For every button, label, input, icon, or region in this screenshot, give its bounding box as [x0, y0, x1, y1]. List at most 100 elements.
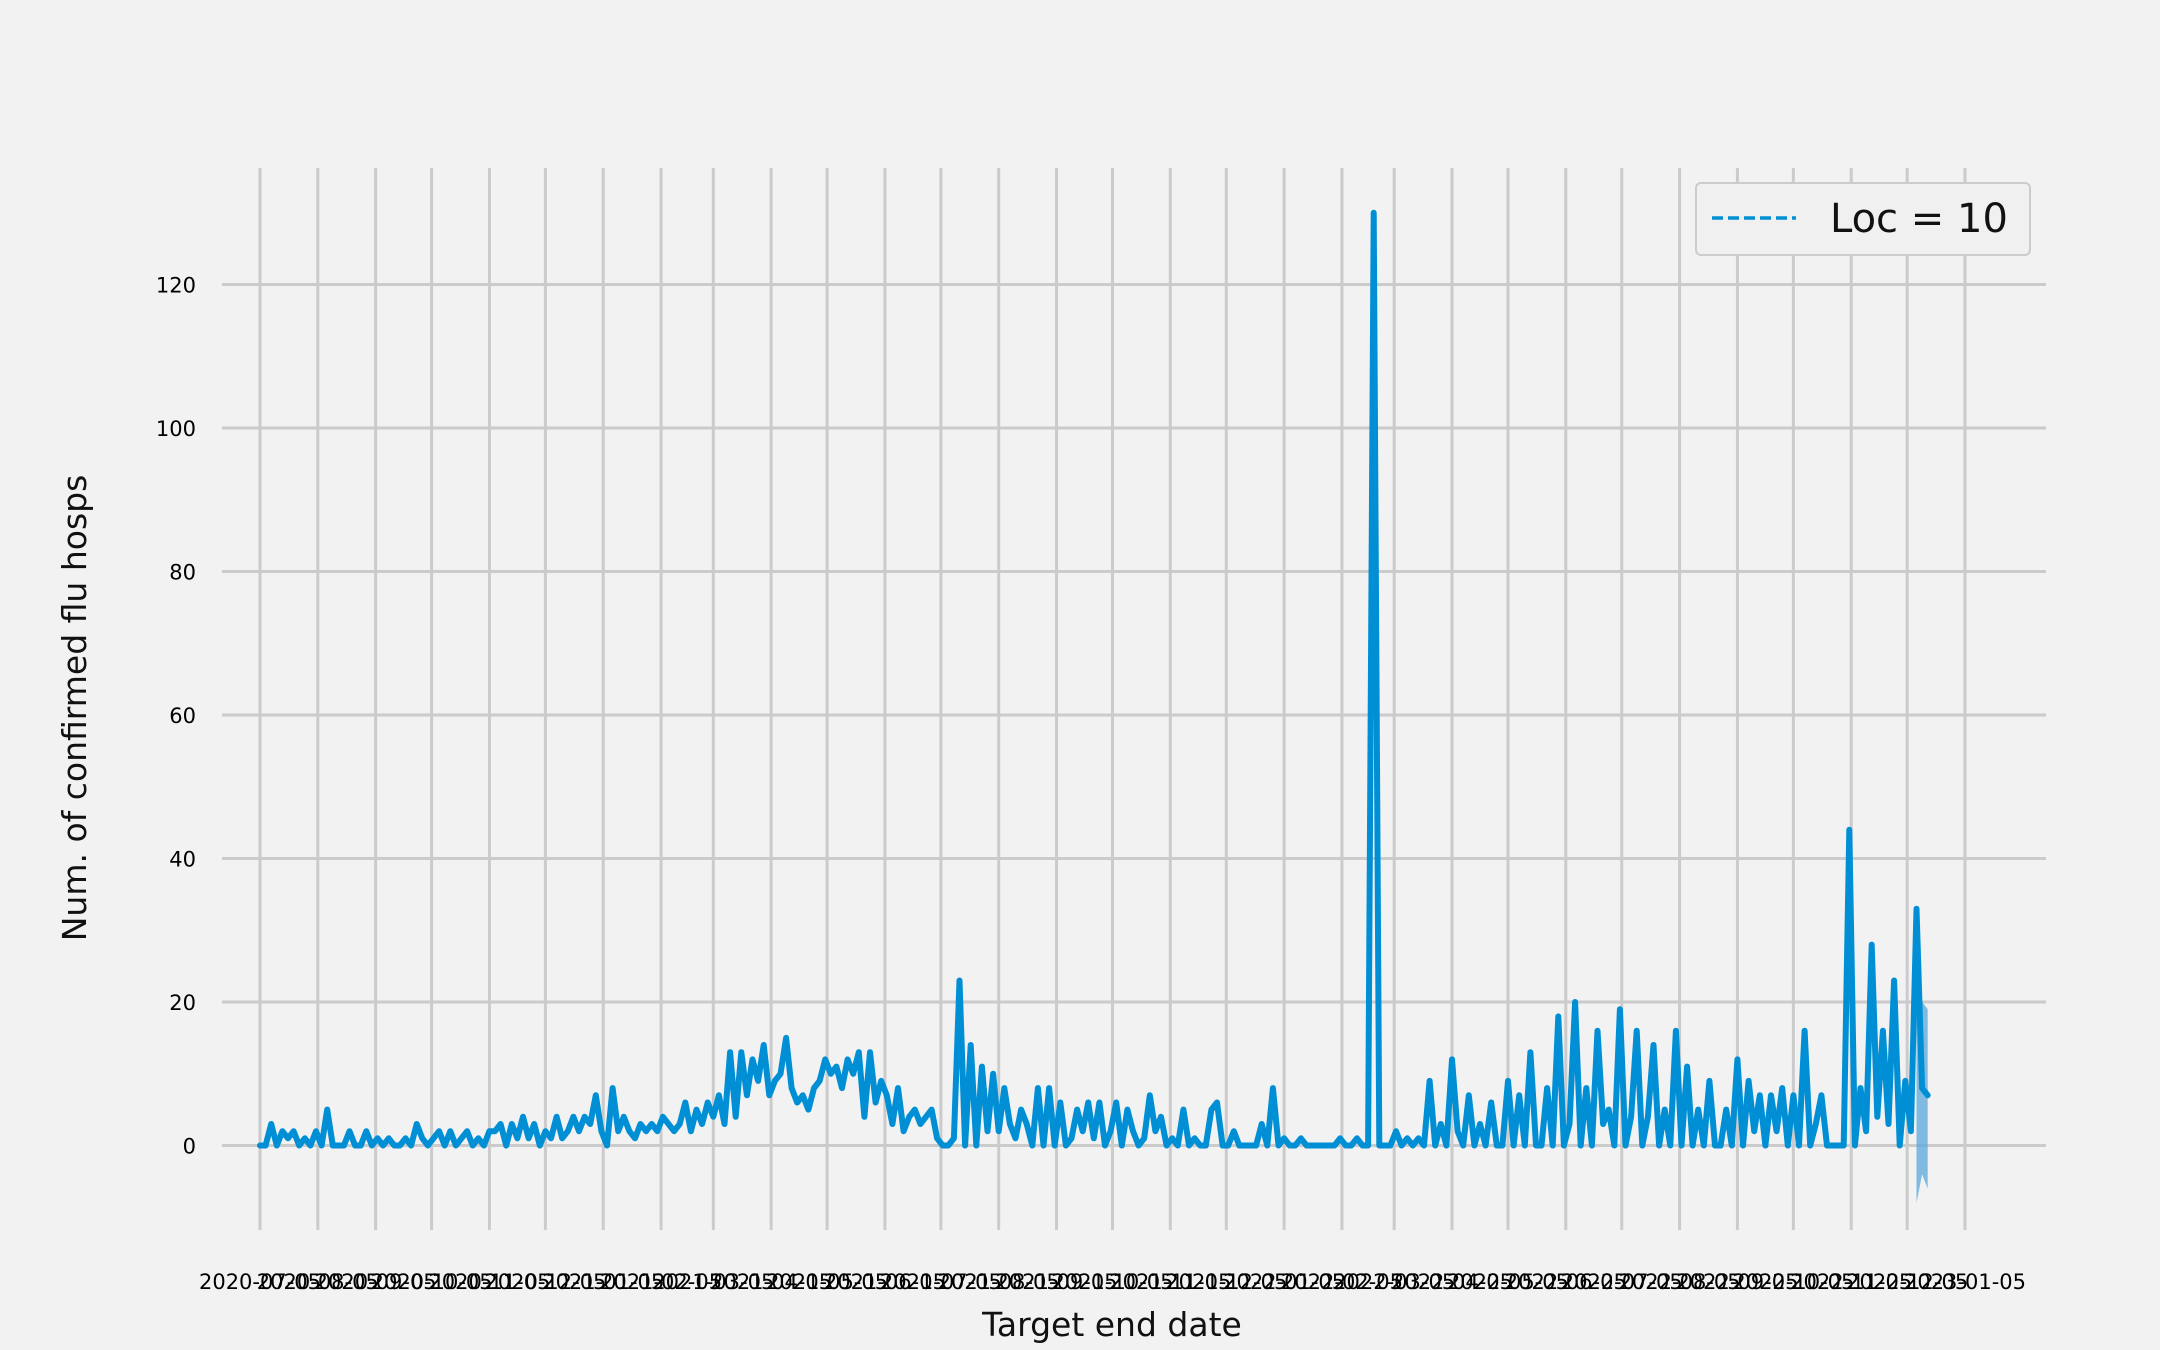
data-point [1579, 1144, 1583, 1147]
data-point [1355, 1136, 1359, 1140]
data-point [577, 1129, 581, 1133]
x-tick-label: 2021-06-05 [824, 1270, 946, 1294]
data-point [280, 1129, 284, 1133]
data-point [605, 1144, 609, 1147]
x-tick-label: 2021-07-05 [880, 1270, 1002, 1294]
data-point [1724, 1108, 1728, 1112]
data-point [745, 1093, 749, 1097]
data-point [930, 1108, 934, 1112]
data-point [1226, 1144, 1230, 1147]
x-tick-label: 2022-05-05 [1447, 1270, 1569, 1294]
data-point [739, 1050, 743, 1054]
data-point [292, 1129, 296, 1133]
x-tick-label: 2021-02-05 [600, 1270, 722, 1294]
data-point [784, 1036, 788, 1040]
data-point [1551, 1144, 1555, 1147]
data-point [667, 1122, 670, 1126]
data-point [543, 1129, 547, 1133]
legend-box [1695, 182, 2031, 256]
data-point [1763, 1144, 1767, 1147]
data-point [510, 1122, 514, 1126]
data-point [264, 1144, 268, 1147]
data-point [678, 1122, 682, 1126]
x-tick-label: 2020-09-05 [315, 1270, 437, 1294]
data-point [1691, 1144, 1695, 1147]
data-point [1472, 1144, 1476, 1147]
data-point [1702, 1144, 1706, 1147]
data-point [420, 1136, 424, 1140]
data-point [1926, 1093, 1930, 1097]
data-point [896, 1086, 900, 1090]
data-point [348, 1129, 351, 1133]
data-point [1030, 1144, 1034, 1147]
x-tick-label: 2021-11-05 [1109, 1270, 1231, 1294]
data-point [997, 1129, 1001, 1133]
data-point [1747, 1079, 1751, 1083]
data-point [1053, 1144, 1057, 1147]
data-point [1864, 1129, 1868, 1133]
data-point [258, 1144, 262, 1147]
data-point [834, 1065, 838, 1069]
data-point [806, 1108, 810, 1112]
data-point [1114, 1101, 1118, 1104]
data-point [1148, 1093, 1152, 1097]
data-point [342, 1144, 346, 1147]
legend: Loc = 10 [1695, 182, 2031, 256]
data-point [588, 1122, 592, 1126]
y-tick-label: 40 [169, 848, 196, 872]
data-point [1696, 1108, 1700, 1112]
data-point [616, 1129, 620, 1133]
data-point [308, 1144, 312, 1147]
y-axis-label: Num. of confirmed flu hosps [55, 475, 94, 942]
data-point [1517, 1093, 1521, 1097]
data-point [1338, 1136, 1342, 1140]
data-point [1596, 1029, 1599, 1033]
data-point [1327, 1144, 1331, 1147]
data-point [1243, 1144, 1247, 1147]
data-point [1646, 1115, 1650, 1119]
data-point [1428, 1079, 1432, 1083]
data-point [935, 1136, 939, 1140]
data-point [538, 1144, 542, 1147]
data-point [560, 1136, 564, 1140]
data-point [672, 1129, 676, 1133]
data-point [1612, 1144, 1616, 1147]
data-point [1181, 1108, 1185, 1112]
data-point [851, 1072, 855, 1076]
data-point [1668, 1144, 1672, 1147]
data-point [381, 1144, 385, 1147]
data-point [1842, 1144, 1846, 1147]
data-point [1875, 1115, 1879, 1119]
y-tick-label: 20 [169, 991, 196, 1015]
data-point [1450, 1057, 1454, 1061]
x-tick-label: 2022-03-05 [1333, 1270, 1455, 1294]
data-point [969, 1043, 973, 1047]
data-point [1769, 1093, 1773, 1097]
data-point [1305, 1144, 1308, 1147]
data-point [1008, 1122, 1012, 1126]
data-point [599, 1129, 603, 1133]
data-point [1209, 1108, 1213, 1112]
data-point [1014, 1136, 1017, 1140]
data-point [1394, 1129, 1398, 1133]
data-point [364, 1129, 368, 1133]
data-point [566, 1129, 570, 1133]
data-point [1310, 1144, 1314, 1147]
data-point [840, 1086, 844, 1090]
x-tick-label: 2022-11-05 [1790, 1270, 1912, 1294]
legend-label: Loc = 10 [1830, 196, 2008, 242]
data-point [432, 1136, 435, 1140]
data-point [1282, 1136, 1286, 1140]
data-point [1288, 1144, 1292, 1147]
data-point [448, 1129, 452, 1133]
data-point [1847, 828, 1851, 832]
data-point [1808, 1144, 1812, 1147]
data-point [336, 1144, 340, 1147]
data-point [404, 1136, 407, 1140]
data-point [515, 1136, 519, 1140]
data-point [460, 1136, 463, 1140]
data-point [902, 1129, 906, 1133]
data-point [1237, 1144, 1241, 1147]
data-point [1198, 1144, 1202, 1147]
data-point [1075, 1108, 1079, 1112]
